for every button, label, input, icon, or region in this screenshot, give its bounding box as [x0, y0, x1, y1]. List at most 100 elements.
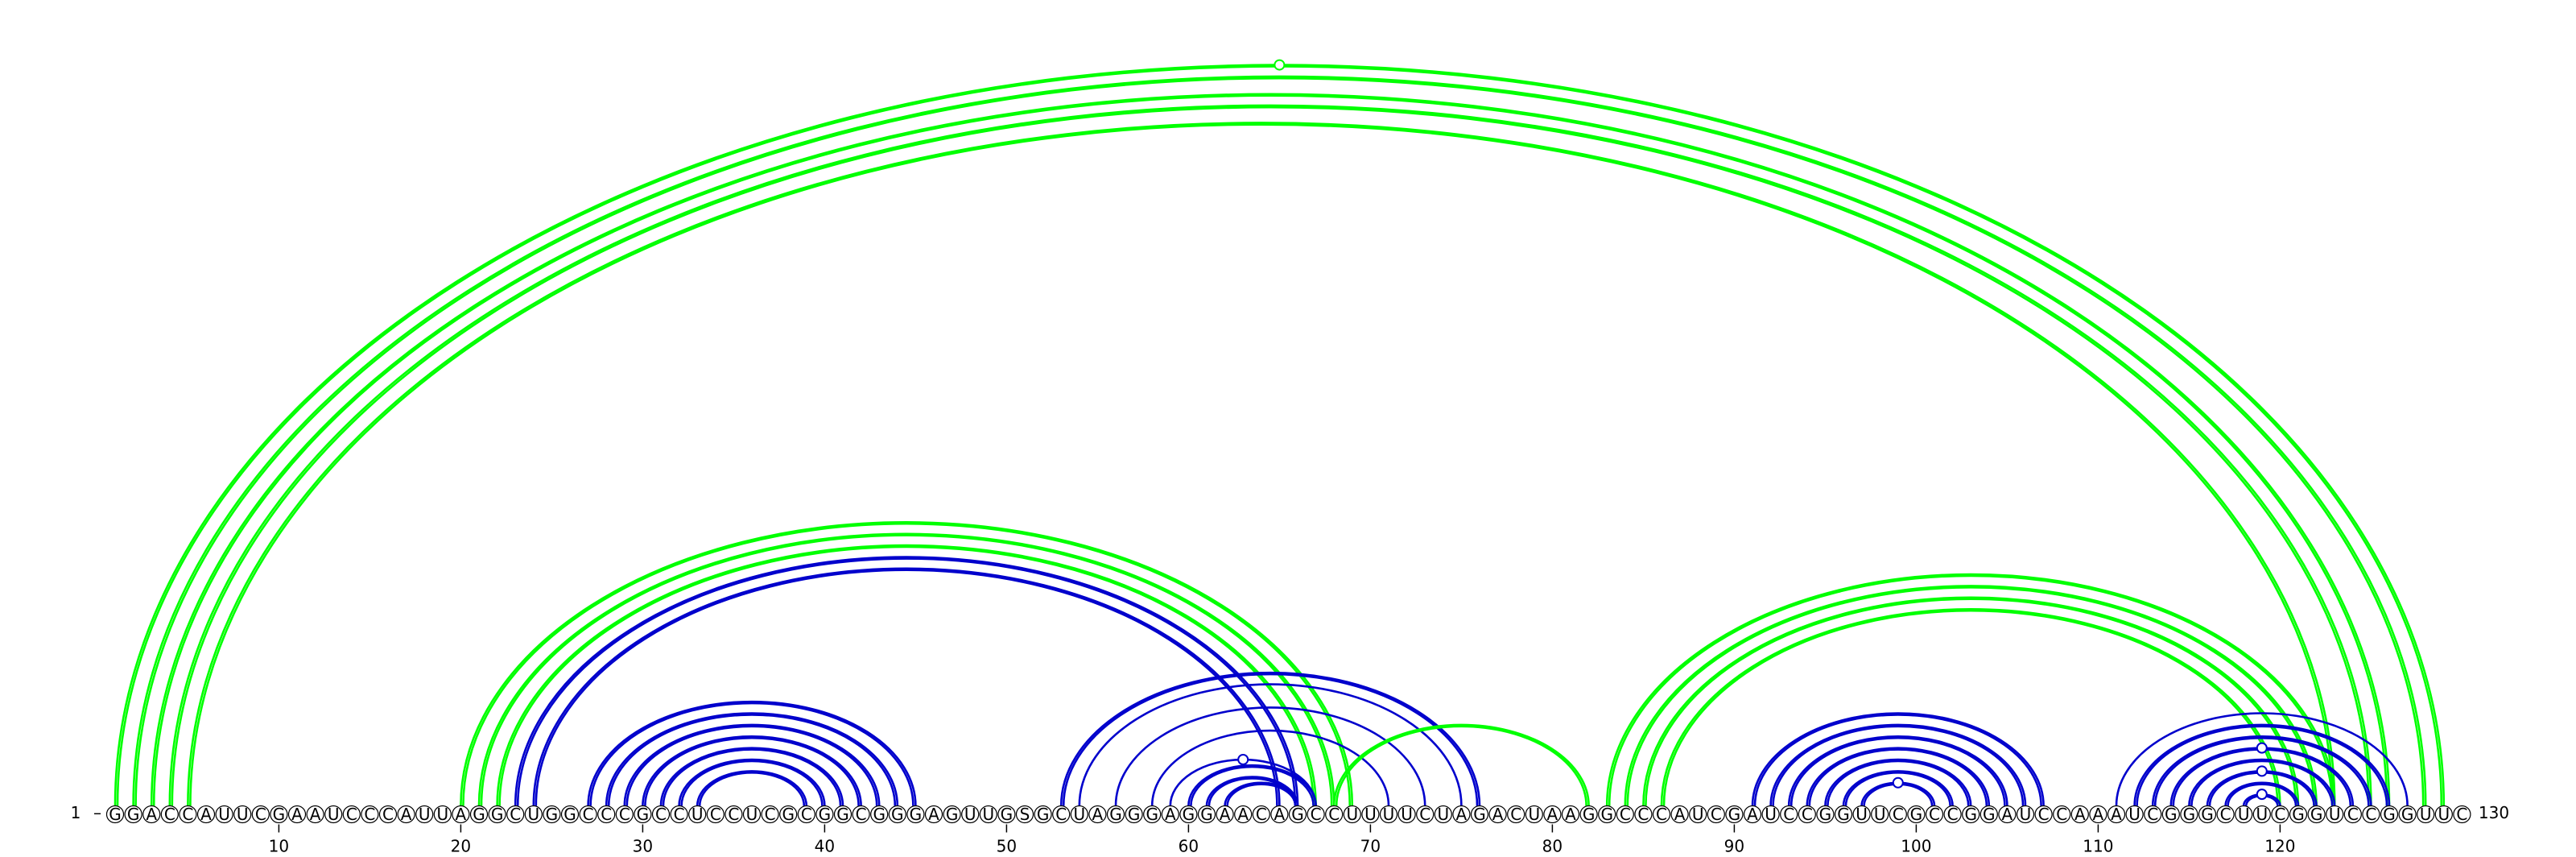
nucleotide-circle: [1743, 805, 1762, 824]
arc-blue-53-76-1: [1062, 673, 1479, 806]
arc-blue-95-103-0: [1824, 758, 1972, 806]
arc-blue-95-103-1: [1827, 760, 1970, 806]
nucleotide-letter: C: [619, 805, 630, 824]
arc-green-84-122-1: [1626, 586, 2315, 806]
nucleotide-circle: [1197, 805, 1216, 824]
nucleotide-letter: C: [1620, 805, 1631, 824]
nucleotide-circle: [1288, 805, 1307, 824]
nucleotide-circle: [1780, 805, 1798, 824]
nucleotide-circle: [469, 805, 489, 824]
nucleotide-letter: G: [891, 805, 904, 824]
nucleotide-circle: [997, 805, 1016, 824]
nucleotide-circle: [1725, 805, 1744, 824]
nucleotide-circle: [1871, 805, 1889, 824]
nucleotide-letter: A: [2093, 805, 2104, 824]
arc-blue-29-43-0: [623, 723, 881, 806]
nucleotide-letter: G: [1473, 805, 1486, 824]
tick-label: 60: [1179, 837, 1199, 856]
nucleotide-letter: G: [273, 805, 286, 824]
nucleotide-letter: G: [491, 805, 504, 824]
nucleotide-letter: A: [1220, 805, 1231, 824]
nucleotide-letter: G: [1001, 805, 1013, 824]
nucleotide-circle: [1361, 805, 1380, 824]
nucleotide-circle: [1525, 805, 1543, 824]
nucleotide-circle: [1598, 805, 1616, 824]
nucleotide-letter: A: [1747, 805, 1758, 824]
nucleotide-letter: G: [546, 805, 559, 824]
nucleotide-circle: [324, 805, 343, 824]
tick-label: 110: [2083, 837, 2113, 856]
nucleotide-letter: C: [2056, 805, 2067, 824]
nucleotide-circle: [1088, 805, 1107, 824]
arc-blue-24-65-1: [535, 569, 1278, 806]
nucleotide-circle: [543, 805, 561, 824]
nucleotide-circle: [1416, 805, 1435, 824]
nucleotide-circle: [2034, 805, 2053, 824]
nucleotide-circle: [2417, 805, 2435, 824]
nucleotide-letter: C: [346, 805, 357, 824]
nucleotide-letter: A: [291, 805, 303, 824]
nucleotide-circle: [506, 805, 525, 824]
nucleotide-letter: U: [1692, 805, 1704, 824]
nucleotide-circle: [2398, 805, 2417, 824]
nucleotide-circle: [2271, 805, 2289, 824]
nucleotide-letter: G: [1183, 805, 1195, 824]
nucleotide-circle: [779, 805, 798, 824]
arc-blue-115-123-1: [2190, 760, 2334, 806]
nucleotide-letter: G: [564, 805, 576, 824]
nucleotide-letter: A: [1274, 805, 1286, 824]
arc-blue-24-65-0: [532, 567, 1281, 806]
nucleotide-letter: G: [819, 805, 832, 824]
nucleotide-circle: [1925, 805, 1944, 824]
nucleotide-circle: [1507, 805, 1525, 824]
nucleotide-circle: [797, 805, 815, 824]
nucleotide-circle: [378, 805, 398, 824]
nucleotide-circle: [1543, 805, 1562, 824]
nucleotide-circle: [1252, 805, 1270, 824]
nucleotide-circle: [2107, 805, 2126, 824]
tick-label: 100: [1901, 837, 1931, 856]
nucleotide-letter: U: [1765, 805, 1777, 824]
nucleotide-circle: [2125, 805, 2144, 824]
nucleotide-letter: C: [1893, 805, 1904, 824]
tick-label: 120: [2264, 837, 2295, 856]
nucleotide-circle: [1761, 805, 1780, 824]
nucleotide-letter: U: [1437, 805, 1449, 824]
nucleotide-letter: G: [1200, 805, 1213, 824]
nucleotide-letter: G: [1964, 805, 1977, 824]
arc-green-3-126-0: [150, 93, 2391, 806]
nucleotide-circle: [742, 805, 762, 824]
nucleotide-circle: [1216, 805, 1234, 824]
marker-blue-114-124: [2256, 742, 2268, 754]
arc-blue-27-45-0: [587, 700, 917, 806]
nucleotide-circle: [1634, 805, 1653, 824]
nucleotide-letter: U: [1401, 805, 1413, 824]
nucleotide-circle: [2343, 805, 2362, 824]
nucleotide-circle: [215, 805, 233, 824]
nucleotide-letter: G: [637, 805, 650, 824]
nucleotide-letter: G: [1910, 805, 1923, 824]
arc-blue-32-40-1: [680, 760, 824, 806]
arc-blue-32-40-0: [678, 758, 826, 806]
arc-blue-62-66-0: [1224, 781, 1299, 806]
nucleotide-circle: [1434, 805, 1452, 824]
nucleotide-circle: [706, 805, 724, 824]
nucleotide-letter: A: [1237, 805, 1249, 824]
arc-blue-94-104-0: [1806, 747, 1991, 806]
nucleotide-circle: [815, 805, 834, 824]
arc-blue-96-102-0: [1842, 770, 1954, 806]
nucleotide-circle: [2161, 805, 2180, 824]
nucleotide-circle: [961, 805, 980, 824]
nucleotide-circle: [2326, 805, 2344, 824]
tick-label: 20: [451, 837, 471, 856]
tick-label: 10: [269, 837, 289, 856]
nucleotide-letter: C: [1929, 805, 1940, 824]
nucleotide-circle: [1179, 805, 1198, 824]
marker-blue-116-122: [2256, 765, 2268, 777]
nucleotide-letter: G: [1837, 805, 1850, 824]
nucleotide-circle: [1579, 805, 1598, 824]
nucleotide-letter: U: [527, 805, 539, 824]
nucleotide-circle: [1816, 805, 1835, 824]
nucleotide-letter: C: [710, 805, 721, 824]
arc-blue-93-105-1: [1790, 736, 2006, 806]
